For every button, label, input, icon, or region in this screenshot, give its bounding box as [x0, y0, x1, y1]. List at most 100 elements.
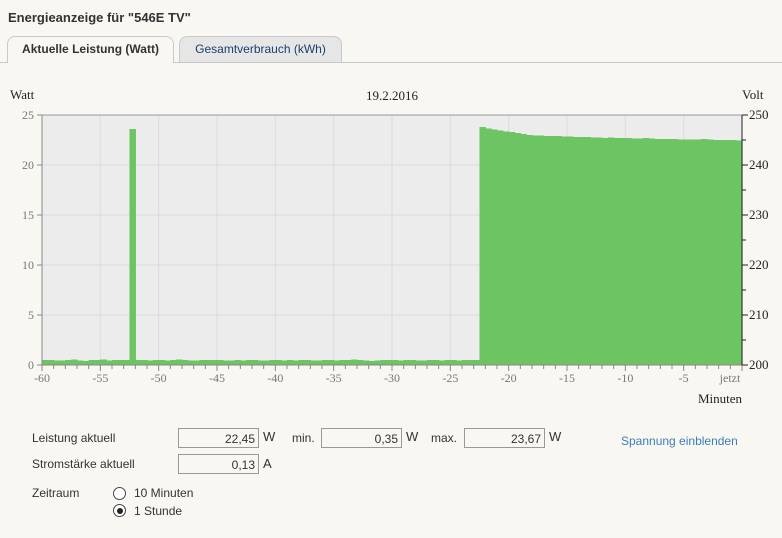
power-bar [619, 138, 626, 365]
max-unit: W [549, 429, 562, 444]
y-tick-label: 20 [22, 158, 34, 172]
power-bar [718, 140, 726, 365]
y2-tick-label: 210 [749, 307, 769, 322]
power-bar [333, 360, 341, 365]
power-bar [572, 137, 580, 365]
power-bar [252, 360, 259, 365]
power-bar [730, 140, 737, 365]
power-bar [228, 360, 236, 365]
power-bar [660, 139, 667, 365]
power-bar [432, 360, 440, 365]
power-bar [94, 360, 101, 365]
power-bar [427, 360, 434, 365]
power-bar [561, 136, 568, 365]
radio-10-minuten-label[interactable]: 10 Minuten [134, 486, 194, 500]
x-tick-label: -55 [92, 371, 108, 385]
power-bar [637, 138, 644, 365]
power-bar [479, 127, 486, 365]
chart-date: 19.2.2016 [366, 88, 419, 103]
power-bar [257, 360, 265, 365]
power-bar [182, 360, 189, 365]
power-bar [631, 138, 638, 365]
power-bar [100, 359, 107, 365]
power-bar [555, 136, 562, 365]
power-value-field: 22,45 [178, 428, 259, 448]
power-bar [444, 360, 451, 365]
power-bar [263, 360, 271, 365]
power-bar [117, 360, 125, 365]
y-axis-label: Watt [10, 87, 35, 102]
max-label: max. [431, 431, 458, 445]
power-bar [339, 360, 346, 365]
power-bar [217, 360, 224, 365]
tab-gesamtverbrauch[interactable]: Gesamtverbrauch (kWh) [179, 36, 342, 62]
x-tick-label: -45 [209, 371, 225, 385]
radio-1-stunde[interactable] [113, 504, 126, 517]
x-tick-label: -30 [384, 371, 400, 385]
power-bar [71, 359, 78, 365]
power-bar [607, 137, 615, 365]
power-bar [362, 360, 370, 365]
y-tick-label: 15 [22, 208, 34, 222]
y-tick-label: 10 [22, 258, 34, 272]
power-bar [590, 137, 597, 365]
x-tick-label: -20 [501, 371, 517, 385]
power-bar [129, 129, 136, 365]
power-bar [712, 140, 720, 365]
min-value-field: 0,35 [321, 428, 402, 448]
x-tick-label: -35 [326, 371, 342, 385]
show-voltage-link[interactable]: Spannung einblenden [621, 434, 738, 448]
power-bar [392, 360, 399, 365]
y2-tick-label: 250 [749, 107, 769, 122]
power-bar [584, 137, 591, 365]
max-value-field: 23,67 [464, 428, 545, 448]
timerange-label: Zeitraum [32, 486, 80, 500]
power-bar [520, 134, 527, 365]
radio-10-minuten[interactable] [113, 487, 126, 500]
y-tick-label: 5 [28, 308, 34, 322]
power-bar [421, 360, 428, 365]
x-tick-label: -60 [34, 371, 50, 385]
y-tick-label: 25 [22, 108, 34, 122]
power-bar [246, 360, 253, 365]
power-bar [112, 360, 119, 365]
x-tick-label: jetzt [719, 371, 741, 385]
tab-aktuelle-leistung[interactable]: Aktuelle Leistung (Watt) [7, 36, 174, 63]
power-bar [508, 132, 516, 365]
power-bar [368, 361, 376, 365]
current-unit: A [263, 456, 272, 471]
power-bar [497, 130, 504, 365]
power-bar [502, 131, 510, 365]
power-bar [205, 360, 212, 365]
power-bar [47, 360, 55, 365]
y2-axis-label: Volt [742, 87, 764, 102]
power-bar [275, 360, 282, 365]
power-bar [532, 135, 539, 365]
power-bar [158, 360, 166, 365]
power-bar [386, 360, 393, 365]
power-bar [123, 360, 131, 365]
power-bar [602, 138, 609, 365]
power-bar [695, 139, 702, 365]
power-bar [135, 360, 142, 365]
x-axis-label: Minuten [698, 391, 743, 406]
radio-1-stunde-label[interactable]: 1 Stunde [134, 504, 183, 518]
power-bar [707, 139, 714, 365]
power-bar [683, 139, 691, 365]
power-bar [625, 138, 632, 365]
power-bar [642, 138, 650, 365]
power-bar [327, 360, 335, 365]
power-bar [269, 360, 276, 365]
power-bar [65, 360, 72, 365]
x-tick-label: -5 [679, 371, 689, 385]
power-bar [374, 360, 381, 365]
power-bar [491, 129, 498, 365]
power-bar [613, 138, 621, 365]
power-bar [450, 360, 457, 365]
power-label: Leistung aktuell [32, 431, 116, 445]
power-bar [654, 139, 661, 365]
power-bar [222, 360, 230, 365]
power-bar [82, 361, 90, 365]
power-bar [689, 139, 696, 365]
power-bar [380, 360, 387, 365]
